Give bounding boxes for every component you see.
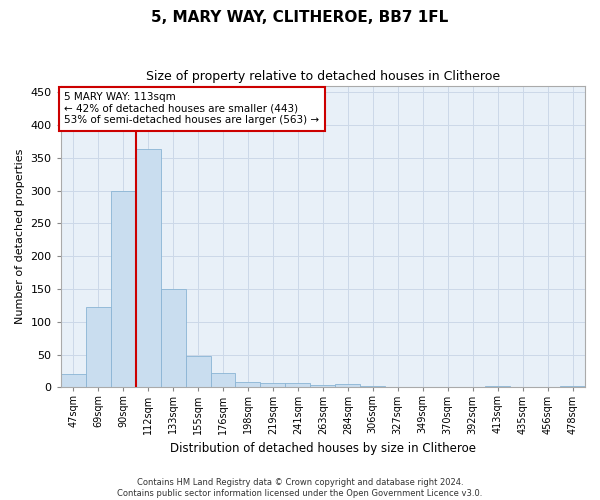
Bar [560,386,585,388]
Bar [286,384,310,388]
Bar [335,384,361,388]
Bar [410,386,435,388]
Bar [161,289,185,388]
Bar [235,382,260,388]
Bar [310,386,335,388]
Bar [136,149,161,388]
Y-axis label: Number of detached properties: Number of detached properties [15,149,25,324]
Bar [185,356,211,388]
Bar [61,374,86,388]
Bar [361,386,385,388]
Text: 5 MARY WAY: 113sqm
← 42% of detached houses are smaller (443)
53% of semi-detach: 5 MARY WAY: 113sqm ← 42% of detached hou… [64,92,320,126]
Bar [211,373,235,388]
Text: 5, MARY WAY, CLITHEROE, BB7 1FL: 5, MARY WAY, CLITHEROE, BB7 1FL [151,10,449,25]
Bar [110,190,136,388]
Text: Contains HM Land Registry data © Crown copyright and database right 2024.
Contai: Contains HM Land Registry data © Crown c… [118,478,482,498]
Title: Size of property relative to detached houses in Clitheroe: Size of property relative to detached ho… [146,70,500,83]
Bar [485,386,510,388]
X-axis label: Distribution of detached houses by size in Clitheroe: Distribution of detached houses by size … [170,442,476,455]
Bar [260,384,286,388]
Bar [535,386,560,388]
Bar [86,308,110,388]
